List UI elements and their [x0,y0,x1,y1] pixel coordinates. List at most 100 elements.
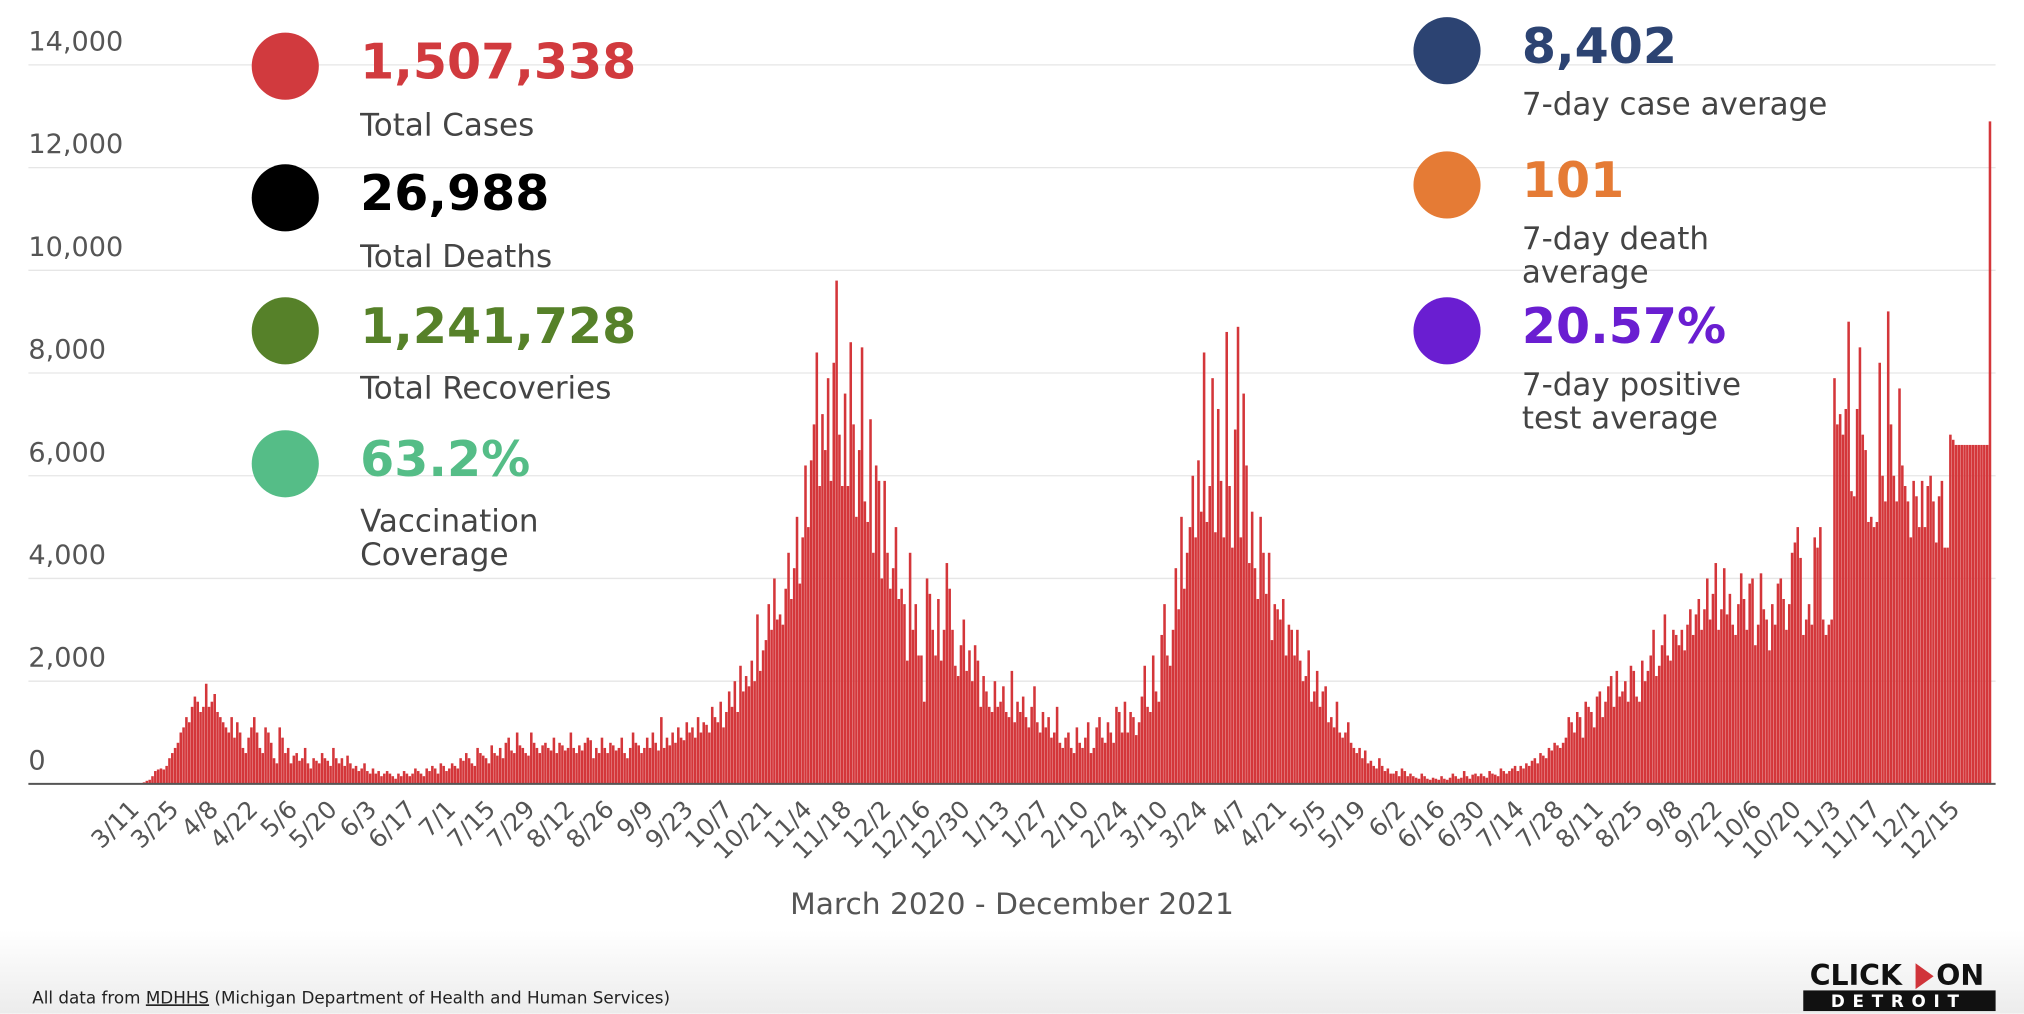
bar [798,583,802,784]
bar [1474,773,1477,784]
bar [1556,745,1559,784]
bar [852,424,855,784]
bar [448,768,451,784]
bar [233,737,236,784]
bar [340,758,344,784]
bar [764,640,768,784]
bar [1126,732,1130,784]
bar [948,588,951,784]
bar [521,747,525,784]
bar [1711,593,1715,784]
bar [1539,753,1542,784]
bar [510,750,513,784]
bar [1378,758,1381,784]
bar [301,758,304,784]
bar [1508,771,1511,784]
bar [1706,578,1709,784]
bar [275,763,279,784]
bar [185,717,188,784]
bar [939,660,943,784]
bar [1850,491,1853,784]
bar [999,701,1002,784]
bar [1858,347,1862,784]
bar [445,771,448,784]
bar [1383,771,1387,784]
footer-link[interactable]: MDHHS [146,987,209,1007]
bar [1330,717,1333,784]
bar [1423,776,1426,784]
bar [1838,414,1842,784]
bar [807,527,810,784]
logo-on: ON [1936,959,1984,992]
bar [900,588,903,784]
bar [145,780,149,784]
bar [1629,665,1633,784]
bar [552,737,556,784]
bar [1389,773,1392,784]
bar [1233,429,1237,784]
bar [1590,711,1593,784]
bar [558,742,561,784]
bar [1536,763,1539,784]
bar [710,706,714,784]
bar [1482,776,1486,784]
bar [1106,722,1110,784]
bar [866,521,869,784]
logo-detroit: DETROIT [1831,991,1967,1011]
bar [1409,773,1412,784]
bar [623,753,626,784]
bar [1963,444,1966,784]
bar [179,732,183,784]
bar [241,747,245,784]
bar [1903,486,1907,784]
bar [366,771,369,784]
bar [527,755,530,784]
bar [1615,670,1619,784]
bar [1643,681,1647,784]
bar [1457,778,1460,784]
bar [976,660,980,784]
bar [1906,501,1910,784]
bar [1663,614,1667,784]
bar [1533,758,1537,784]
bar [168,758,171,784]
bar [1912,480,1915,784]
bar [397,773,400,784]
bar [1980,444,1983,784]
bar [1926,486,1930,784]
bar [148,779,151,784]
bar [722,727,725,784]
bar [583,742,587,784]
bar [1988,121,1992,784]
bar [504,742,508,784]
bar [292,755,296,784]
bar [654,742,657,784]
bar [668,745,672,784]
bar [1677,645,1681,784]
bar [631,732,635,784]
bar [702,722,706,784]
bar [1700,629,1703,784]
bar [1115,706,1118,784]
bar [922,701,926,784]
bar [699,732,703,784]
logo: CLICK ON DETROIT [1803,959,1996,1011]
bar [874,465,878,784]
bar [1033,686,1036,784]
bar [1069,747,1073,784]
bar [790,598,793,784]
bar [1657,665,1661,784]
bar [1061,747,1065,784]
stat-value: 26,988 [360,164,549,222]
bar [1966,444,1969,784]
bar [894,527,898,784]
bar [1375,768,1378,784]
bar [1570,722,1573,784]
bar [1496,776,1500,784]
bar [349,763,352,784]
bar [648,747,652,784]
bar [1734,634,1737,784]
bar [566,747,570,784]
bar [1898,388,1901,784]
